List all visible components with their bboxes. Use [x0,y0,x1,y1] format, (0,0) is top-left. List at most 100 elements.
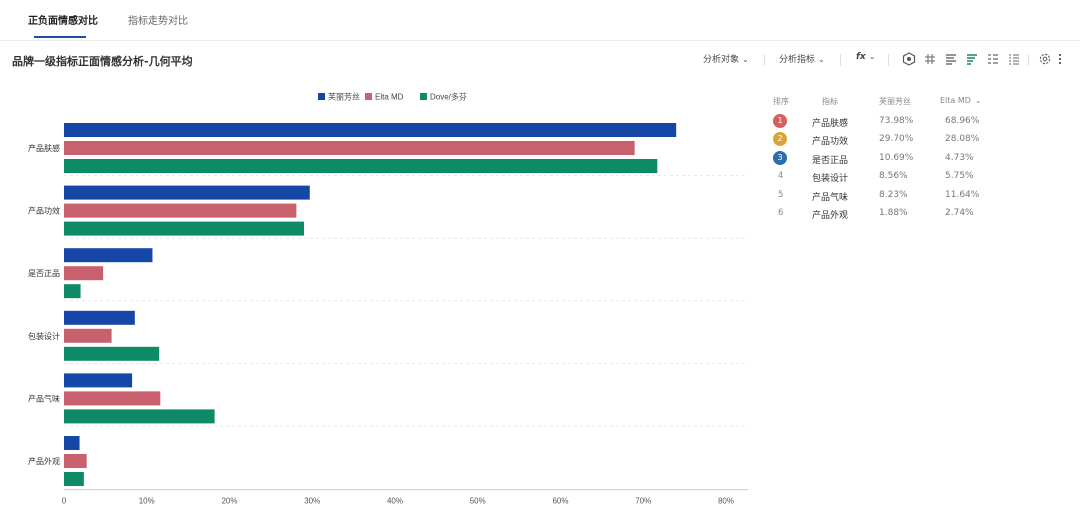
legend-item: Elta MD [365,93,404,102]
gear-icon[interactable] [1038,52,1052,66]
tab-trend-compare[interactable]: 指标走势对比 [128,16,188,27]
metric-name: 产品气味 [812,192,849,203]
header-col2[interactable]: Elta MD ⌄ [940,96,982,105]
x-tick-label: 60% [552,497,568,506]
table-row: 4 包装设计 8.56% 5.75% [760,167,1000,185]
chevron-down-icon: ⌄ [974,96,982,105]
header-rank: 排序 [773,97,789,106]
category-label: 产品外观 [28,456,60,466]
bar [64,266,104,281]
table-row: 6 产品外观 1.88% 2.74% [760,204,1000,222]
fx-label: fx [856,52,866,62]
table-row: 5 产品气味 8.23% 11.64% [760,186,1000,204]
bar [64,436,80,450]
header-col2-label: Elta MD [940,96,971,105]
table-row: 1 产品肤感 73.98% 68.96% [760,112,1000,130]
legend-label: Elta MD [375,93,404,102]
value-col2: 5.75% [945,171,974,182]
value-col1: 73.98% [879,116,914,126]
active-tab-indicator [34,36,86,38]
tab-bar: 正负面情感对比 指标走势对比 [0,0,1080,41]
bar [64,221,304,236]
chevron-down-icon: ⌄ [818,55,825,64]
bar [64,284,81,299]
rank-number: 5 [778,189,784,200]
rank-number: 4 [778,171,784,182]
bar-sort-icon[interactable] [965,52,979,66]
header-metric: 指标 [822,97,838,106]
toolbar-divider [1028,54,1029,66]
toolbar-divider [840,54,841,66]
legend-swatch [365,93,372,100]
bar-chart: 芙丽芳丝 Elta MD Dove/多芬产品肤感产品功效是否正品包装设计产品气味产品… [28,92,748,506]
bar [64,141,635,155]
legend-swatch [420,93,427,100]
bar [64,123,677,137]
analysis-metric-label: 分析指标 [779,55,816,65]
legend-label: 芙丽芳丝 [328,92,360,102]
value-col1: 1.88% [879,207,908,218]
analysis-metric-dropdown[interactable]: 分析指标 ⌄ [779,52,825,65]
tab-sentiment-compare[interactable]: 正负面情感对比 [28,16,98,27]
bar [64,185,310,200]
metric-name: 包装设计 [812,174,849,185]
rank-number: 6 [778,207,784,218]
chevron-down-icon: ⌄ [868,52,876,61]
rank-badge: 1 [773,114,787,128]
list-detail-icon[interactable] [1007,52,1021,66]
rank-badge: 2 [773,132,787,147]
category-label: 包装设计 [28,331,60,341]
value-col2: 28.08% [945,134,980,145]
value-col2: 68.96% [945,116,980,126]
bar [64,203,297,218]
value-col1: 8.56% [879,171,908,182]
metric-name: 是否正品 [812,155,849,166]
bar [64,409,215,424]
x-tick-label: 80% [718,497,734,506]
x-tick-label: 0 [62,497,67,506]
hexagon-icon[interactable] [902,52,916,66]
value-col1: 8.23% [879,189,908,200]
table-body: 1 产品肤感 73.98% 68.96% 2 产品功效 29.70% 28.08% 3 是否正品 1… [760,112,1000,222]
bar-align-left-icon[interactable] [944,52,958,66]
header-col1[interactable]: 芙丽芳丝 [879,97,911,106]
grid-icon[interactable] [923,52,937,66]
list-icon[interactable] [986,52,1000,66]
value-col2: 11.64% [945,189,980,200]
value-col1: 10.69% [879,152,914,163]
value-col2: 2.74% [945,207,974,218]
x-tick-label: 70% [635,497,651,506]
x-tick-label: 40% [387,497,403,506]
metric-name: 产品外观 [812,210,849,221]
x-tick-label: 10% [139,497,155,506]
formula-dropdown[interactable]: fx ⌄ [856,52,875,62]
ranking-table: 排序 指标 芙丽芳丝 Elta MD ⌄ 1 产品肤感 73.98% 68.96% 2 产品… [760,94,1000,222]
category-label: 是否正品 [28,269,60,278]
bar [64,346,160,361]
analysis-object-label: 分析对象 [703,55,740,65]
table-row: 3 是否正品 10.69% 4.73% [760,149,1000,167]
bar [64,454,87,468]
more-icon[interactable] [1056,52,1064,66]
legend-item: Dove/多芬 [420,92,467,102]
legend-label: Dove/多芬 [430,92,467,102]
table-header: 排序 指标 芙丽芳丝 Elta MD ⌄ [760,94,1000,112]
bar [64,328,112,343]
value-col2: 4.73% [945,152,974,163]
metric-name: 产品功效 [812,137,849,148]
toolbar-divider [888,54,889,66]
rank-badge: 3 [773,150,787,165]
metric-name: 产品肤感 [812,119,849,129]
page-title: 品牌一级指标正面情感分析-几何平均 [12,55,193,68]
value-col1: 29.70% [879,134,914,145]
legend-swatch [318,93,325,100]
x-tick-label: 50% [470,497,486,506]
analysis-object-dropdown[interactable]: 分析对象 ⌄ [703,52,749,65]
bar [64,373,133,388]
category-label: 产品功效 [28,206,60,216]
bar [64,472,84,486]
category-label: 产品气味 [28,393,60,403]
x-tick-label: 30% [304,497,320,506]
x-tick-label: 20% [221,497,237,506]
table-row: 2 产品功效 29.70% 28.08% [760,130,1000,148]
